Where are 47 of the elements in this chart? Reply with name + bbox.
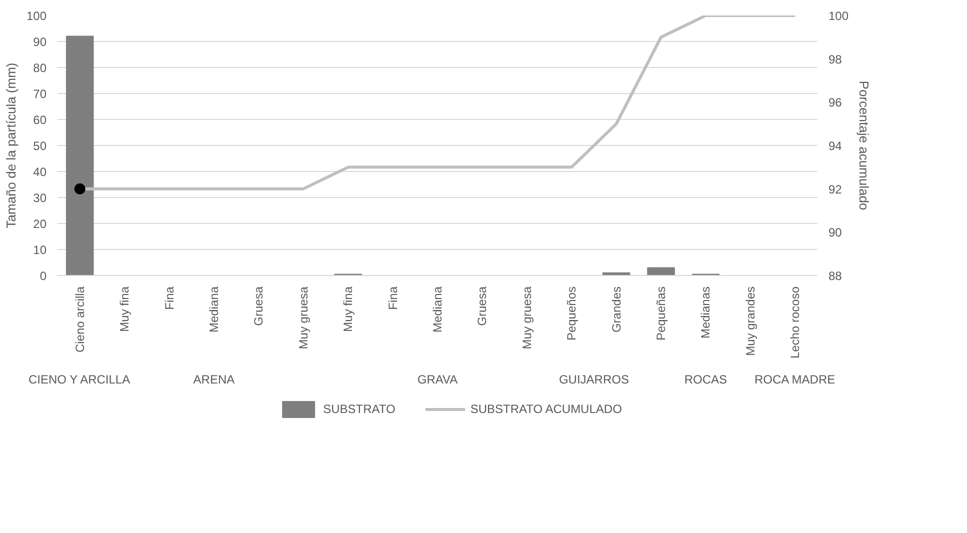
x-tick-label: Pequeñas xyxy=(654,286,668,341)
x-tick-label: Mediana xyxy=(430,286,444,333)
legend-label: SUBSTRATO xyxy=(323,402,396,416)
y2-tick-label: 88 xyxy=(828,269,842,283)
x-tick-label: Pequeños xyxy=(564,286,579,341)
y2-tick-label: 100 xyxy=(828,9,849,23)
y-tick-label: 40 xyxy=(33,165,47,179)
x-tick-label: Medianas xyxy=(698,286,713,339)
x-tick-label: Muy fina xyxy=(341,286,356,332)
text: GRAVA xyxy=(417,372,458,386)
text: ROCAS xyxy=(684,372,728,386)
y-tick-label: 70 xyxy=(33,87,47,101)
text: CIENO Y ARCILLA xyxy=(28,372,130,386)
x-tick-label: Gruesa xyxy=(475,286,490,326)
y-tick-label: 30 xyxy=(33,191,47,205)
x-tick-label: Mediana xyxy=(206,286,221,333)
y-tick-label: 100 xyxy=(26,9,47,23)
bar xyxy=(66,36,94,276)
x-tick-label: Fina xyxy=(386,286,400,310)
x-tick-label: Grandes xyxy=(609,286,624,333)
legend-label: SUBSTRATO ACUMULADO xyxy=(470,402,622,416)
x-tick-label: Muy fina xyxy=(118,286,132,332)
text: ARENA xyxy=(193,372,235,386)
y2-tick-label: 92 xyxy=(828,182,842,196)
x-tick-label: Muy gruesa xyxy=(296,286,310,350)
x-tick-label: Cieno arcilla xyxy=(72,286,87,353)
y-tick-label: 50 xyxy=(33,139,47,153)
x-tick-label: Muy grandes xyxy=(743,286,758,356)
text: GUIJARROS xyxy=(558,372,629,386)
y2-tick-label: 98 xyxy=(828,52,842,66)
y2-axis-title: Porcentaje acumulado xyxy=(856,80,872,210)
x-tick-label: Fina xyxy=(162,286,176,310)
y-tick-label: 60 xyxy=(33,113,47,127)
y2-tick-label: 96 xyxy=(828,96,842,110)
x-tick-label: Lecho rocoso xyxy=(788,286,802,359)
y2-tick-label: 90 xyxy=(828,226,842,240)
y-tick-label: 10 xyxy=(33,243,47,257)
x-tick-label: Muy gruesa xyxy=(520,286,534,350)
x-tick-label: Gruesa xyxy=(252,286,266,326)
y-tick-label: 20 xyxy=(33,217,47,231)
y-axis-title: Tamaño de la partícula (mm) xyxy=(3,62,18,228)
y-tick-label: 80 xyxy=(33,61,47,75)
y-tick-label: 90 xyxy=(33,35,47,49)
text: ROCA MADRE xyxy=(754,372,836,386)
y-tick-label: 0 xyxy=(40,269,47,283)
y2-tick-label: 94 xyxy=(828,139,842,153)
bar xyxy=(647,267,675,276)
